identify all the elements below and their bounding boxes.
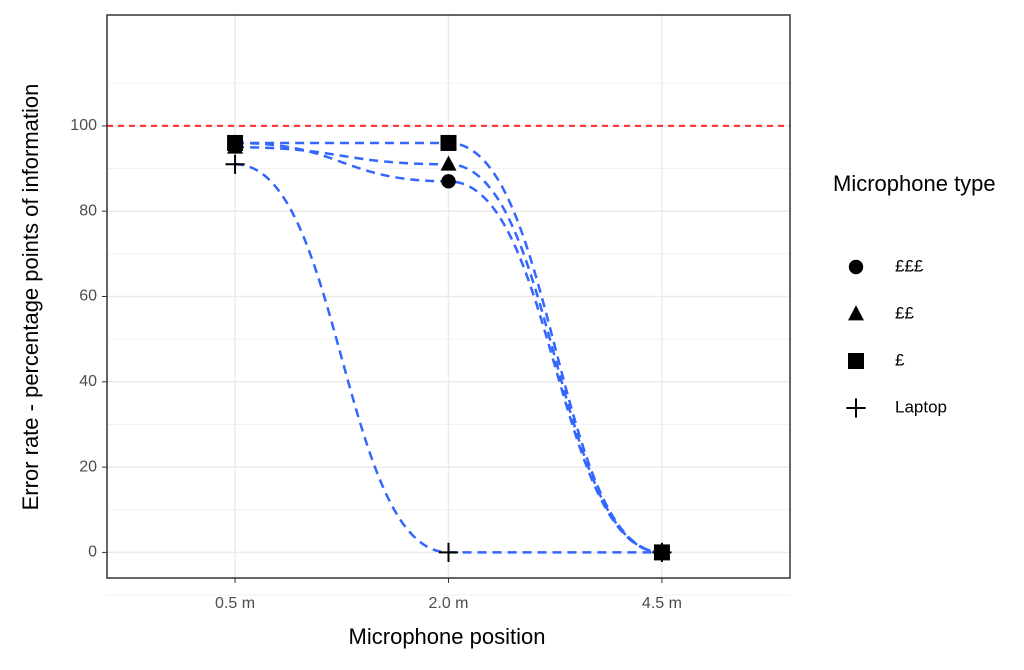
x-tick-label: 4.5 m <box>642 595 682 612</box>
x-tick-label: 0.5 m <box>215 595 255 612</box>
y-tick-label: 80 <box>79 202 97 219</box>
series-line <box>235 141 662 554</box>
legend-symbol <box>846 398 866 418</box>
legend-symbol <box>848 305 864 321</box>
point <box>438 542 459 563</box>
y-tick-label: 20 <box>79 458 97 475</box>
point <box>225 154 245 174</box>
legend-label: £££ <box>895 256 924 275</box>
series-line <box>235 145 662 554</box>
point <box>441 174 456 189</box>
legend-title: Microphone type <box>833 171 996 196</box>
legend-symbol <box>848 259 864 275</box>
legend-symbol <box>848 353 864 369</box>
point <box>652 542 672 563</box>
y-tick-label: 100 <box>70 117 97 134</box>
y-tick-label: 0 <box>88 544 97 561</box>
legend-label: ££ <box>895 303 914 322</box>
point <box>440 134 457 151</box>
x-tick-label: 2.0 m <box>428 595 468 612</box>
legend-label: Laptop <box>895 397 947 416</box>
y-axis-label: Error rate - percentage points of inform… <box>18 84 43 511</box>
legend-label: £ <box>895 350 905 369</box>
point <box>227 134 244 151</box>
panel-border <box>106 14 791 579</box>
series-line <box>235 163 662 554</box>
y-tick-label: 60 <box>79 288 97 305</box>
x-axis-label: Microphone position <box>349 624 546 649</box>
point <box>440 155 457 171</box>
y-tick-label: 40 <box>79 373 97 390</box>
